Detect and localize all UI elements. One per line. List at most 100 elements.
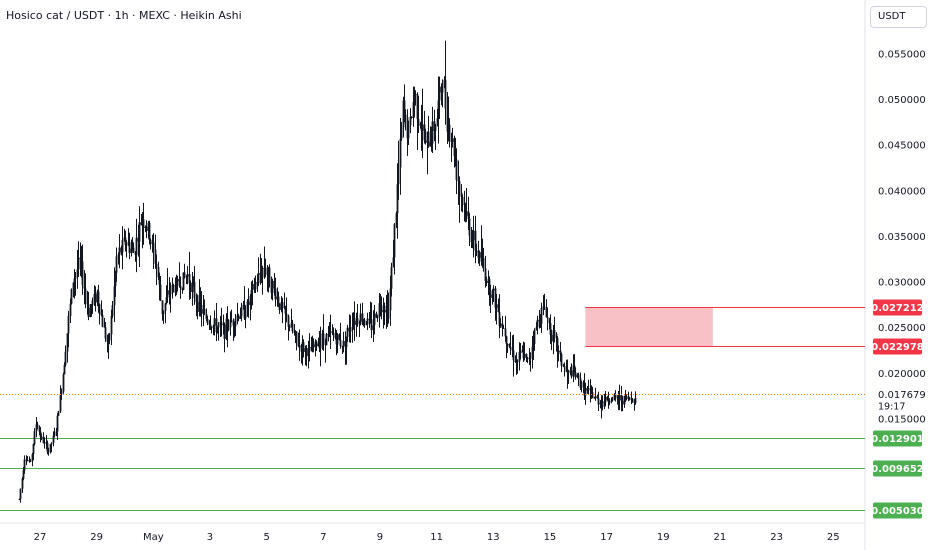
candle-body <box>538 319 541 322</box>
date-tick: 27 <box>34 532 47 543</box>
candle-body <box>458 181 461 193</box>
candle-body <box>412 101 415 118</box>
candle-body <box>220 322 223 325</box>
candle-body <box>226 318 229 331</box>
candle-body <box>488 279 491 295</box>
candle-body <box>113 286 116 306</box>
candle-body <box>90 304 93 308</box>
date-tick: 7 <box>320 532 326 543</box>
candle-body <box>76 269 79 275</box>
candle-body <box>548 318 551 324</box>
candle-body <box>104 327 107 339</box>
candle-body <box>264 267 267 274</box>
candle-body <box>573 365 576 373</box>
candle-body <box>368 318 371 320</box>
candle-body <box>417 119 420 126</box>
candle-body <box>604 396 607 403</box>
candle-body <box>250 290 253 296</box>
candle-body <box>599 402 602 405</box>
candle-body <box>166 290 169 298</box>
candle-body <box>25 459 28 461</box>
candle-body <box>370 319 373 331</box>
candle-body <box>431 121 434 144</box>
candle-body <box>501 323 504 328</box>
date-tick: 3 <box>207 532 213 543</box>
candle-body <box>191 282 194 292</box>
candle-body <box>334 335 337 338</box>
candle-body <box>504 328 507 337</box>
candle-body <box>531 346 534 355</box>
resistance-level-tag <box>873 338 922 355</box>
candle-body <box>297 339 300 347</box>
candle-body <box>209 324 212 328</box>
candle-body <box>186 274 189 277</box>
candle-body <box>165 297 168 304</box>
candle-body <box>608 401 611 403</box>
candle-body <box>451 138 454 142</box>
candle-body <box>280 302 283 311</box>
candle-body <box>596 396 599 399</box>
candle-body <box>594 396 597 398</box>
candle-body <box>494 288 497 308</box>
candle-body <box>251 283 254 291</box>
candle-body <box>478 252 481 258</box>
candle-body <box>199 295 202 305</box>
candle-body <box>182 272 185 290</box>
candle-body <box>325 334 328 346</box>
candle-body <box>47 451 50 453</box>
candle-body <box>31 454 34 461</box>
candle-body <box>366 318 369 325</box>
candle-body <box>304 348 307 352</box>
candle-body <box>569 370 572 372</box>
candle-body <box>414 93 417 95</box>
candle-body <box>28 460 31 462</box>
candle-body <box>72 282 75 290</box>
support-level-label: 0.012901 <box>871 434 924 445</box>
candle-body <box>410 116 413 118</box>
candle-body <box>215 318 218 333</box>
candle-body <box>114 272 117 287</box>
candle-body <box>329 331 332 333</box>
price-tick: 0.020000 <box>878 369 926 380</box>
candle-body <box>607 400 610 402</box>
candle-body <box>344 340 347 348</box>
candle-body <box>290 323 293 328</box>
candle-body <box>423 124 426 141</box>
candle-body <box>236 315 239 319</box>
candle-body <box>26 460 29 462</box>
candle-body <box>134 252 137 255</box>
candle-body <box>155 263 158 267</box>
candle-body <box>69 303 72 316</box>
candle-body <box>577 374 580 379</box>
candle-body <box>60 391 63 395</box>
candle-body <box>318 343 321 349</box>
candle-body <box>42 436 45 443</box>
candle-body <box>584 387 587 396</box>
currency-button[interactable]: USDT <box>870 6 927 28</box>
candle-body <box>140 222 143 225</box>
candle-body <box>613 394 616 398</box>
candle-body <box>52 435 55 443</box>
price-tick: 0.025000 <box>878 323 926 334</box>
candle-body <box>393 223 396 258</box>
candle-body <box>516 361 519 363</box>
candle-body <box>397 167 400 185</box>
candle-body <box>342 340 345 347</box>
candle-body <box>237 315 240 319</box>
candle-body <box>217 325 220 328</box>
candle-body <box>67 315 70 334</box>
candle-body <box>400 127 403 139</box>
candle-body <box>529 354 532 359</box>
candle-body <box>35 424 38 432</box>
candle-body <box>489 294 492 298</box>
candle-body <box>97 291 100 305</box>
candle-body <box>195 298 198 302</box>
candle-body <box>621 400 624 405</box>
candle-body <box>345 336 348 348</box>
candle-body <box>332 332 335 336</box>
candle-body <box>491 290 494 298</box>
candle-body <box>308 347 311 349</box>
candle-body <box>84 288 87 296</box>
candle-body <box>468 218 471 236</box>
